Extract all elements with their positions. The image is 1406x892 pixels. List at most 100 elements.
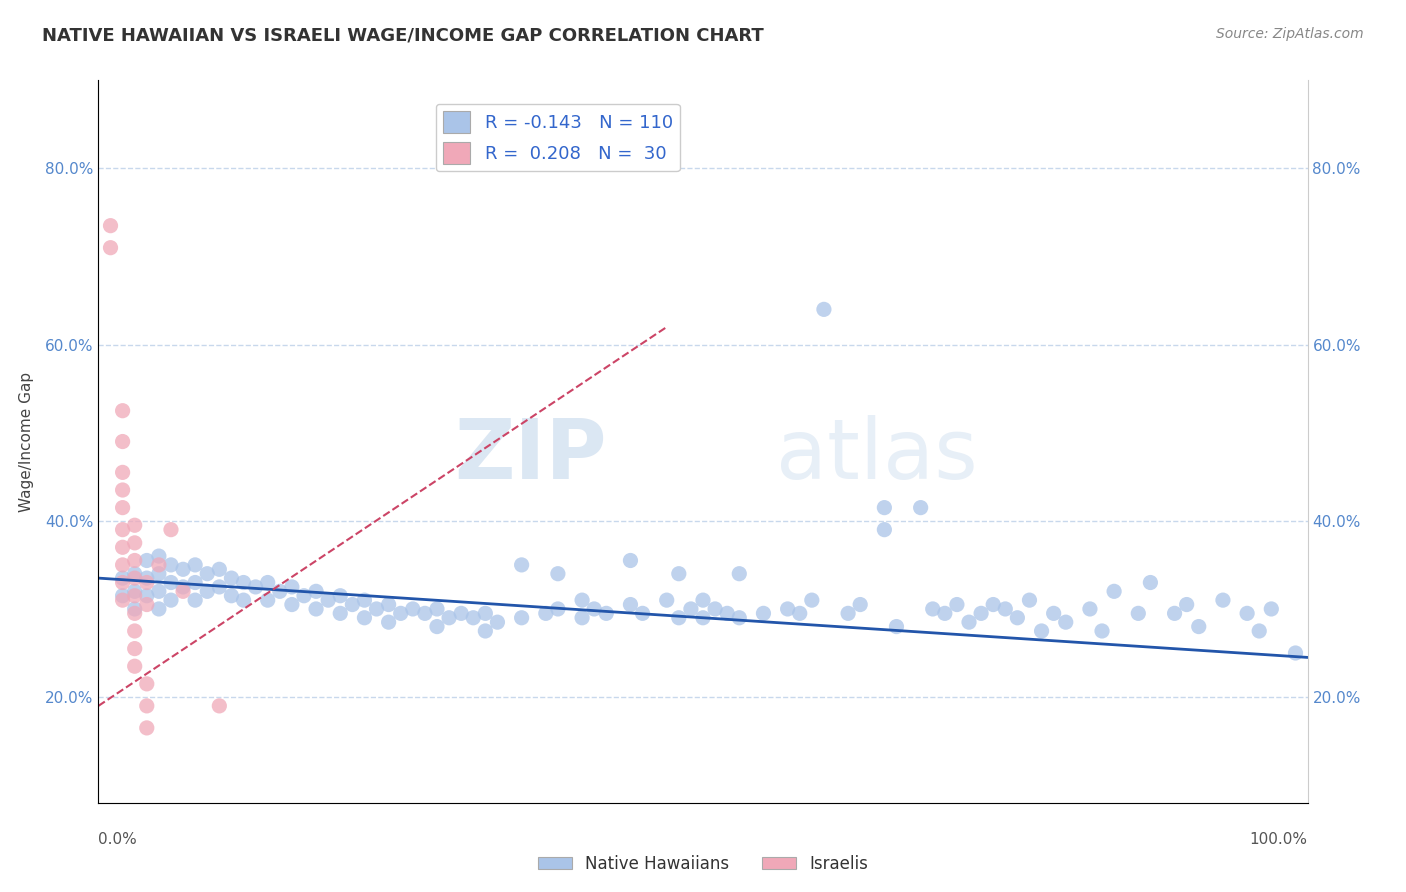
Point <box>208 698 231 713</box>
Point <box>148 584 170 599</box>
Point <box>668 611 690 625</box>
Point <box>172 584 194 599</box>
Point <box>135 677 157 691</box>
Point <box>124 584 146 599</box>
Point <box>353 611 375 625</box>
Point <box>124 624 146 638</box>
Point <box>1260 602 1282 616</box>
Point <box>366 602 388 616</box>
Point <box>111 500 134 515</box>
Point <box>426 602 449 616</box>
Point <box>389 607 412 621</box>
Point <box>111 593 134 607</box>
Point <box>329 607 352 621</box>
Point <box>547 602 569 616</box>
Point <box>426 619 449 633</box>
Point <box>692 611 714 625</box>
Point <box>1007 611 1029 625</box>
Point <box>232 593 254 607</box>
Point <box>946 598 969 612</box>
Point <box>571 593 593 607</box>
Point <box>124 589 146 603</box>
Point <box>111 434 134 449</box>
Point <box>377 598 399 612</box>
Point <box>981 598 1004 612</box>
Point <box>329 589 352 603</box>
Point <box>135 553 157 567</box>
Point <box>292 589 315 603</box>
Point <box>160 558 183 572</box>
Point <box>100 219 122 233</box>
Point <box>813 302 835 317</box>
Point <box>752 607 775 621</box>
Point <box>450 607 472 621</box>
Text: Source: ZipAtlas.com: Source: ZipAtlas.com <box>1216 27 1364 41</box>
Point <box>873 500 896 515</box>
Text: 100.0%: 100.0% <box>1250 831 1308 847</box>
Point <box>655 593 678 607</box>
Point <box>353 593 375 607</box>
Text: ZIP: ZIP <box>454 416 606 497</box>
Point <box>619 598 641 612</box>
Point <box>994 602 1017 616</box>
Y-axis label: Wage/Income Gap: Wage/Income Gap <box>18 371 34 512</box>
Point <box>1284 646 1306 660</box>
Point <box>1139 575 1161 590</box>
Point <box>668 566 690 581</box>
Point <box>135 589 157 603</box>
Point <box>1175 598 1198 612</box>
Point <box>886 619 908 633</box>
Point <box>269 584 291 599</box>
Point <box>1054 615 1077 630</box>
Point <box>184 558 207 572</box>
Point <box>111 589 134 603</box>
Point <box>1042 607 1064 621</box>
Point <box>160 523 183 537</box>
Point <box>245 580 267 594</box>
Point <box>208 562 231 576</box>
Point <box>195 584 218 599</box>
Point <box>256 575 278 590</box>
Point <box>547 566 569 581</box>
Point <box>148 602 170 616</box>
Point <box>111 541 134 555</box>
Point <box>135 721 157 735</box>
Point <box>184 575 207 590</box>
Point <box>510 558 533 572</box>
Point <box>135 598 157 612</box>
Point <box>957 615 980 630</box>
Point <box>124 607 146 621</box>
Point <box>316 593 339 607</box>
Point <box>716 607 738 621</box>
Point <box>111 558 134 572</box>
Point <box>474 624 496 638</box>
Point <box>124 518 146 533</box>
Text: NATIVE HAWAIIAN VS ISRAELI WAGE/INCOME GAP CORRELATION CHART: NATIVE HAWAIIAN VS ISRAELI WAGE/INCOME G… <box>42 27 763 45</box>
Point <box>413 607 436 621</box>
Point <box>463 611 485 625</box>
Point <box>776 602 799 616</box>
Point <box>124 641 146 656</box>
Point <box>172 562 194 576</box>
Point <box>1091 624 1114 638</box>
Point <box>111 483 134 497</box>
Point <box>1018 593 1040 607</box>
Point <box>970 607 993 621</box>
Point <box>534 607 557 621</box>
Point <box>510 611 533 625</box>
Point <box>789 607 811 621</box>
Point <box>692 593 714 607</box>
Point <box>1128 607 1150 621</box>
Point <box>111 571 134 585</box>
Point <box>1102 584 1125 599</box>
Point <box>402 602 425 616</box>
Point <box>160 575 183 590</box>
Point <box>208 580 231 594</box>
Point <box>619 553 641 567</box>
Point <box>437 611 460 625</box>
Legend: R = -0.143   N = 110, R =  0.208   N =  30: R = -0.143 N = 110, R = 0.208 N = 30 <box>436 103 681 171</box>
Point <box>124 659 146 673</box>
Point <box>135 571 157 585</box>
Point <box>281 598 304 612</box>
Point <box>184 593 207 607</box>
